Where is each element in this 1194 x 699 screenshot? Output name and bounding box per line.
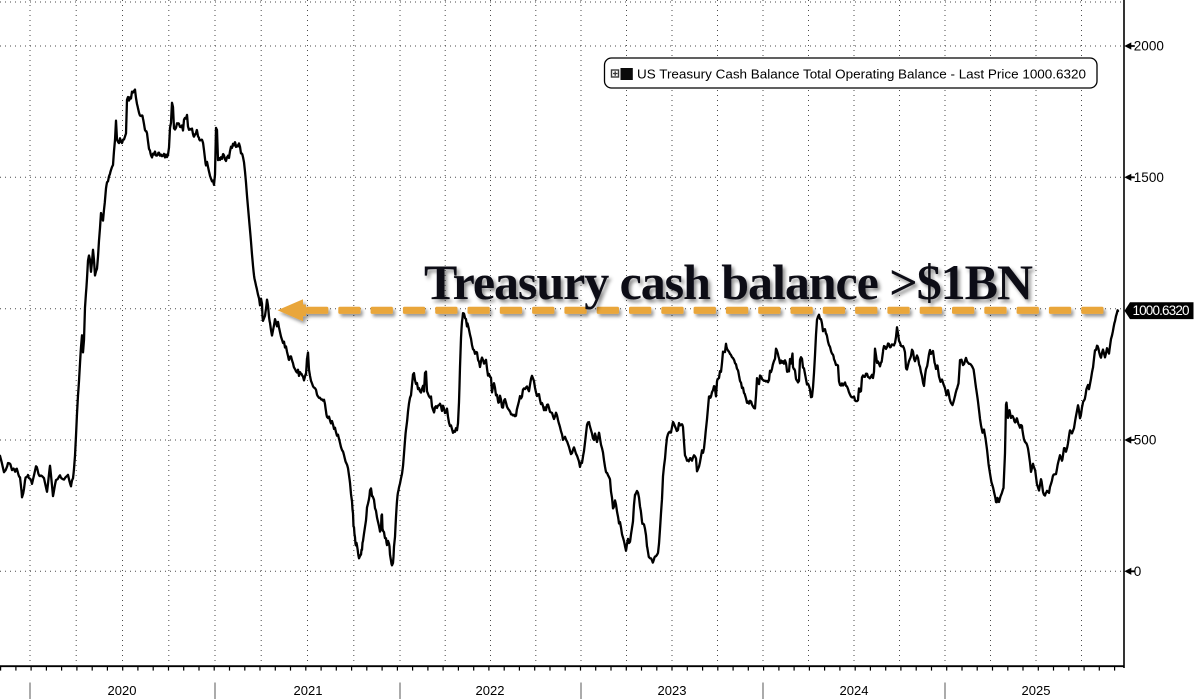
svg-text:2021: 2021 bbox=[294, 683, 323, 698]
svg-text:Treasury cash balance >$1BN: Treasury cash balance >$1BN bbox=[424, 254, 1033, 310]
svg-text:1500: 1500 bbox=[1134, 170, 1164, 185]
svg-text:2000: 2000 bbox=[1134, 39, 1164, 54]
svg-text:2022: 2022 bbox=[476, 683, 505, 698]
svg-text:2020: 2020 bbox=[108, 683, 137, 698]
svg-text:2025: 2025 bbox=[1022, 683, 1051, 698]
svg-text:2024: 2024 bbox=[840, 683, 869, 698]
svg-text:2023: 2023 bbox=[658, 683, 687, 698]
svg-text:US Treasury Cash Balance Total: US Treasury Cash Balance Total Operating… bbox=[637, 67, 1086, 82]
svg-text:1000.6320: 1000.6320 bbox=[1133, 303, 1190, 318]
svg-text:0: 0 bbox=[1134, 564, 1142, 579]
svg-text:500: 500 bbox=[1134, 433, 1157, 448]
